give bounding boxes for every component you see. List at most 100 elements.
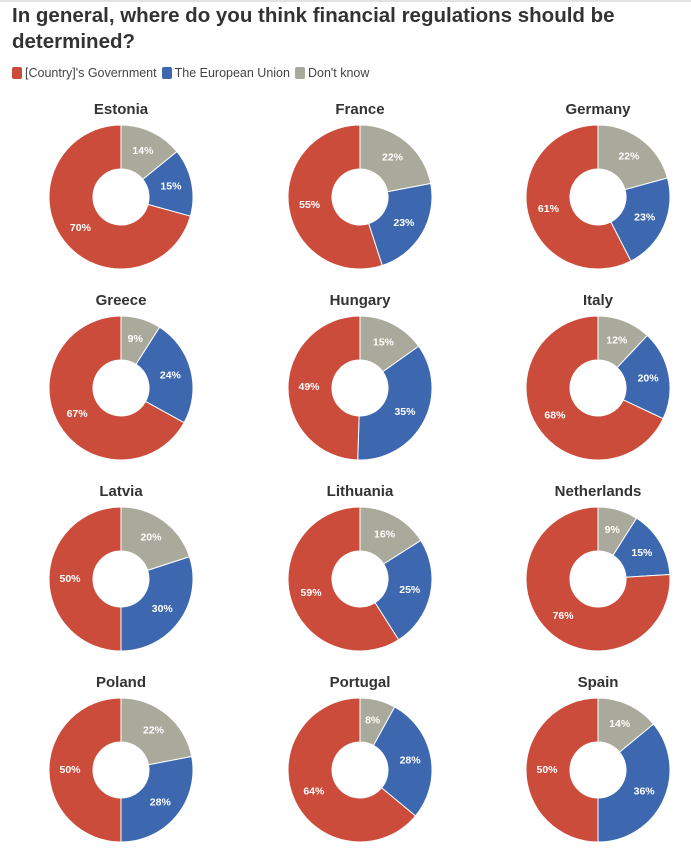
donut-svg: 12% 20% 68%	[525, 315, 671, 461]
donut-chart-france: France 22% 23% 55%	[260, 101, 460, 276]
legend-item-government[interactable]: [Country]'s Government	[12, 66, 157, 80]
label-dont-know: 20%	[140, 532, 162, 544]
slice-dont-know[interactable]	[359, 124, 432, 193]
label-dont-know: 12%	[606, 335, 628, 347]
donut-title: Hungary	[329, 292, 391, 309]
top-border	[0, 0, 691, 2]
legend-label-eu: The European Union	[174, 66, 290, 80]
label-eu: 28%	[150, 797, 172, 809]
slice-government[interactable]	[287, 315, 361, 461]
legend-swatch-eu	[161, 67, 172, 79]
legend: [Country]'s Government The European Unio…	[12, 66, 374, 80]
donut-svg: 20% 30% 50%	[48, 506, 194, 652]
slice-eu[interactable]	[368, 182, 433, 267]
donut-chart-italy: Italy 12% 20% 68%	[498, 292, 691, 467]
slice-eu[interactable]	[597, 723, 671, 843]
slice-eu[interactable]	[616, 334, 671, 420]
donut-chart-portugal: Portugal 8% 28% 64%	[260, 674, 460, 849]
donut-title: Italy	[582, 292, 613, 309]
slice-government[interactable]	[287, 124, 383, 270]
donut-svg: 15% 35% 49%	[287, 315, 433, 461]
donut-title: Latvia	[99, 483, 143, 500]
donut-title: France	[335, 101, 385, 118]
label-government: 70%	[70, 222, 92, 234]
label-government: 55%	[299, 199, 321, 211]
slice-eu[interactable]	[120, 755, 194, 843]
donut-svg: 16% 25% 59%	[287, 506, 433, 652]
label-dont-know: 15%	[373, 337, 395, 349]
label-dont-know: 22%	[618, 150, 640, 162]
donut-title: Greece	[95, 292, 147, 309]
donut-svg: 14% 15% 70%	[48, 124, 194, 270]
label-government: 59%	[301, 587, 323, 599]
label-government: 67%	[67, 408, 89, 420]
label-government: 68%	[544, 409, 566, 421]
slice-government[interactable]	[287, 697, 417, 843]
donut-title: Portugal	[329, 674, 391, 691]
label-government: 50%	[59, 573, 81, 585]
label-dont-know: 8%	[365, 715, 381, 727]
label-government: 61%	[538, 203, 560, 215]
label-dont-know: 14%	[132, 145, 154, 157]
donut-chart-spain: Spain 14% 36% 50%	[498, 674, 691, 849]
slice-eu[interactable]	[372, 706, 433, 817]
label-dont-know: 14%	[609, 718, 631, 730]
legend-item-dont-know[interactable]: Don't know	[294, 66, 370, 80]
label-eu: 15%	[631, 547, 653, 559]
label-dont-know: 9%	[128, 333, 144, 345]
legend-label-dont-know: Don't know	[307, 66, 370, 80]
slice-government[interactable]	[48, 315, 185, 461]
label-government: 76%	[553, 610, 575, 622]
slice-eu[interactable]	[120, 556, 194, 652]
legend-swatch-dont-know	[294, 67, 305, 79]
slice-dont-know[interactable]	[120, 506, 191, 571]
slice-government[interactable]	[48, 506, 122, 652]
label-eu: 23%	[393, 217, 415, 229]
donut-chart-germany: Germany 22% 23% 61%	[498, 101, 691, 276]
slice-government[interactable]	[525, 124, 632, 270]
donut-title: Spain	[577, 674, 619, 691]
donut-svg: 8% 28% 64%	[287, 697, 433, 843]
donut-chart-estonia: Estonia 14% 15% 70%	[21, 101, 221, 276]
label-eu: 23%	[634, 212, 656, 224]
chart-title: In general, where do you think financial…	[12, 4, 615, 53]
slice-government[interactable]	[525, 315, 664, 461]
donut-chart-lithuania: Lithuania 16% 25% 59%	[260, 483, 460, 658]
slice-government[interactable]	[48, 697, 122, 843]
donut-title: Netherlands	[554, 483, 642, 500]
label-dont-know: 9%	[605, 524, 621, 536]
label-dont-know: 22%	[143, 725, 165, 737]
donut-svg: 9% 15% 76%	[525, 506, 671, 652]
donut-chart-poland: Poland 22% 28% 50%	[21, 674, 221, 849]
label-government: 49%	[298, 381, 320, 393]
slice-government[interactable]	[525, 697, 599, 843]
slice-dont-know[interactable]	[597, 124, 669, 191]
slice-eu[interactable]	[135, 326, 194, 424]
label-eu: 25%	[399, 584, 421, 596]
donut-svg: 14% 36% 50%	[525, 697, 671, 843]
label-government: 50%	[59, 764, 81, 776]
label-eu: 24%	[160, 369, 182, 381]
slice-government[interactable]	[525, 506, 671, 652]
donut-title: Lithuania	[326, 483, 394, 500]
slice-government[interactable]	[287, 506, 400, 652]
donut-title: Germany	[565, 101, 631, 118]
donut-chart-netherlands: Netherlands 9% 15% 76%	[498, 483, 691, 658]
label-eu: 20%	[638, 372, 660, 384]
slice-eu[interactable]	[374, 539, 433, 641]
label-eu: 35%	[394, 406, 416, 418]
legend-label-government: [Country]'s Government	[25, 66, 157, 80]
donut-svg: 22% 23% 61%	[525, 124, 671, 270]
donut-title: Estonia	[93, 101, 149, 118]
slice-dont-know[interactable]	[120, 697, 193, 766]
label-government: 64%	[303, 786, 325, 798]
slice-government[interactable]	[48, 124, 192, 270]
donut-title: Poland	[95, 674, 146, 691]
donut-svg: 22% 23% 55%	[287, 124, 433, 270]
slice-eu[interactable]	[357, 345, 433, 461]
label-dont-know: 16%	[374, 528, 396, 540]
legend-item-eu[interactable]: The European Union	[161, 66, 290, 80]
slice-eu[interactable]	[610, 177, 671, 262]
label-eu: 36%	[634, 786, 656, 798]
donut-chart-greece: Greece 9% 24% 67%	[21, 292, 221, 467]
